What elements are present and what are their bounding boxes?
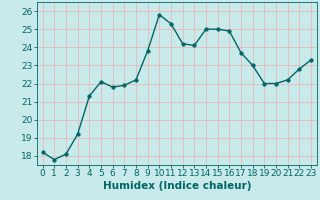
X-axis label: Humidex (Indice chaleur): Humidex (Indice chaleur) (102, 181, 251, 191)
